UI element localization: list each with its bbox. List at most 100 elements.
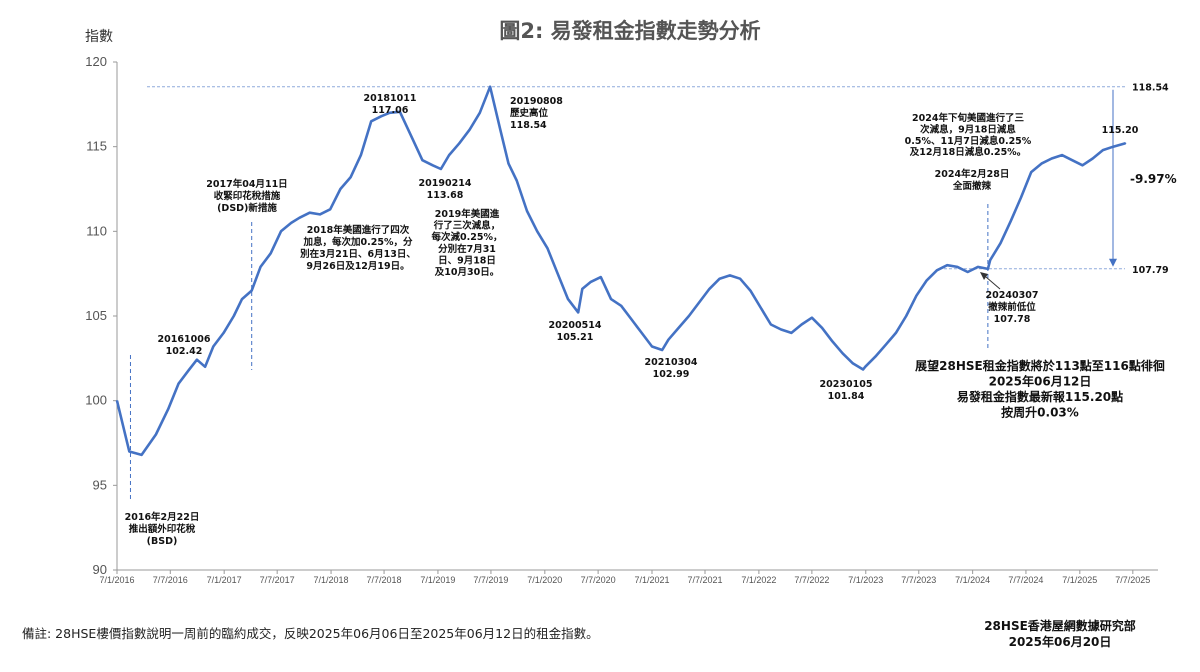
annotation-line: 收緊印花稅措施	[214, 190, 281, 202]
x-tick-label: 7/1/2019	[420, 575, 455, 585]
annotation-2018hike: 2018年美國進行了四次加息，每次加0.25%，分別在3月21日、6月13日、 9…	[299, 224, 416, 272]
change-label: -9.97%	[1130, 172, 1177, 186]
data-point	[388, 112, 391, 114]
data-point	[458, 142, 461, 145]
annotation-line: 行了三次減息，	[433, 220, 501, 232]
data-point	[1081, 164, 1084, 167]
data-point	[841, 352, 844, 355]
annotation-2024cut: 2024年下旬美國進行了三次減息，9月18日減息 0.5%、11月7日減息0.25…	[905, 112, 1032, 158]
y-axis-label: 指數	[85, 29, 113, 45]
annotation-20240228: 2024年2月28日全面撤辣	[935, 168, 1010, 192]
y-tick-label: 100	[85, 393, 107, 408]
change-arrow-head	[1109, 258, 1117, 267]
data-point	[946, 264, 948, 267]
data-point	[167, 408, 169, 410]
axes: 90 95 100 105 110 115 120 7/1/2016 7/7/2016 7/1/2…	[85, 54, 1158, 585]
annotation-line: 撤辣前低位	[988, 301, 1036, 313]
reference-label-low: 107.79	[1132, 265, 1169, 276]
outlook-line: 展望28HSE租金指數將於113點至116點徘徊	[915, 358, 1165, 373]
data-point	[128, 450, 131, 453]
data-point	[567, 298, 569, 300]
data-point	[329, 208, 332, 211]
data-point	[155, 433, 157, 436]
data-point	[370, 120, 373, 123]
data-point	[298, 217, 301, 219]
chart-title: 圖2: 易發租金指數走勢分析	[499, 19, 760, 43]
data-point	[448, 154, 450, 156]
data-point	[729, 274, 731, 277]
low-pointer-head	[980, 272, 988, 280]
data-point	[749, 289, 752, 292]
data-point	[677, 327, 680, 329]
data-point	[499, 128, 502, 131]
source-date: 2025年06月20日	[1008, 635, 1112, 649]
reference-lines: 118.54 107.79 -9.97%	[129, 83, 1177, 500]
data-point	[790, 332, 793, 334]
y-tick-label: 90	[93, 562, 107, 577]
data-point	[259, 266, 262, 268]
data-point	[241, 298, 243, 300]
data-point	[915, 294, 918, 297]
data-point	[233, 315, 235, 317]
annotation-line: 20230105	[820, 379, 873, 390]
x-tick-label: 7/1/2017	[207, 575, 242, 585]
data-point	[864, 366, 866, 368]
data-point	[187, 369, 190, 372]
data-point	[212, 345, 215, 348]
data-point	[600, 276, 602, 278]
x-tick-label: 7/1/2016	[99, 575, 134, 585]
annotation-line: 2016年2月22日	[125, 511, 200, 523]
annotation-line: 加息，每次加0.25%，分	[303, 236, 413, 248]
data-point	[1112, 145, 1114, 148]
data-point	[640, 332, 643, 334]
data-point	[956, 266, 959, 268]
data-point	[1009, 220, 1012, 222]
annotation-line: 分別在7月31	[438, 243, 496, 255]
data-point	[1091, 157, 1094, 160]
data-point	[821, 327, 823, 329]
data-point	[989, 259, 991, 261]
data-point	[556, 272, 559, 275]
data-point	[620, 305, 622, 307]
annotation-2019cut: 2019年美國進行了三次減息，每次減0.25%，分別在7月31 日、9月18日及1…	[432, 208, 503, 278]
data-point	[630, 318, 633, 321]
data-point	[831, 340, 834, 343]
annotation-line: 20210304	[645, 357, 698, 368]
data-point	[577, 311, 579, 314]
annotation-line: 2017年04月11日	[206, 178, 287, 190]
data-point	[770, 323, 772, 326]
x-tick-label: 7/7/2019	[473, 575, 508, 585]
annotation-line: 113.68	[427, 190, 464, 201]
data-point	[204, 366, 206, 368]
x-tick-label: 7/7/2017	[260, 575, 295, 585]
x-tick-label: 7/1/2020	[527, 575, 562, 585]
outlook-text: 展望28HSE租金指數將於113點至116點徘徊2025年06月12日易發租金指…	[915, 358, 1165, 420]
annotation-20181011: 20181011 117.06	[364, 93, 417, 116]
data-point	[360, 154, 362, 156]
data-point	[966, 271, 969, 273]
data-point	[177, 382, 180, 385]
data-point	[1071, 159, 1073, 161]
data-point	[925, 279, 928, 282]
x-tick-label: 7/7/2025	[1115, 575, 1150, 585]
annotation-line: 2024年2月28日	[935, 168, 1010, 180]
data-point	[349, 176, 352, 178]
annotation-line: 日、9月18日	[438, 255, 496, 266]
annotation-line: 歷史高位	[510, 107, 549, 119]
annotation-line: 0.5%、11月7日減息0.25%	[905, 135, 1032, 147]
outlook-line: 易發租金指數最新報115.20點	[957, 389, 1123, 404]
data-point	[250, 289, 253, 292]
data-point	[440, 168, 442, 170]
data-point	[862, 368, 864, 371]
annotation-line: 9月26日及12月19日。	[306, 261, 409, 272]
x-tick-label: 7/7/2016	[153, 575, 188, 585]
data-point	[874, 355, 877, 358]
annotation-line: 20161006	[158, 334, 211, 345]
data-point	[116, 399, 118, 402]
source-org: 28HSE香港屋網數據研究部	[984, 619, 1136, 633]
footer-source: 28HSE香港屋網數據研究部 2025年06月20日	[960, 618, 1160, 650]
y-tick-label: 105	[85, 308, 107, 323]
annotation-line: 2018年美國進行了四次	[307, 224, 410, 236]
data-point	[1040, 162, 1043, 165]
